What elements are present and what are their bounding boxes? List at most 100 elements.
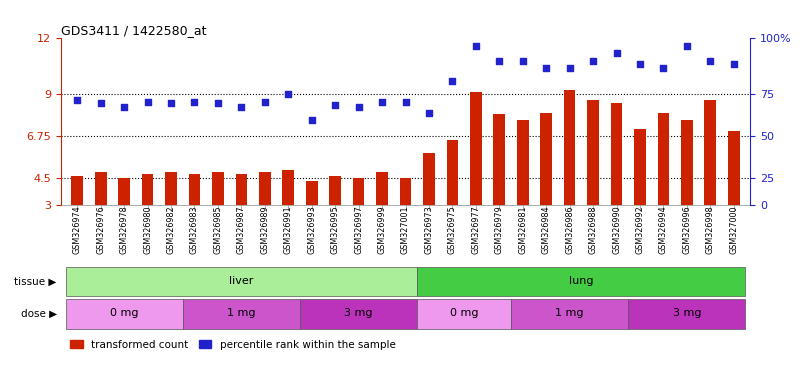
Bar <box>182 299 300 329</box>
Bar <box>564 90 576 205</box>
Bar <box>629 299 745 329</box>
Bar <box>447 141 458 205</box>
Text: dose ▶: dose ▶ <box>20 309 57 319</box>
Point <box>212 100 225 106</box>
Point <box>633 61 646 68</box>
Text: 3 mg: 3 mg <box>345 308 373 318</box>
Point <box>493 58 506 64</box>
Point <box>399 98 412 104</box>
Bar <box>235 174 247 205</box>
Text: GSM326992: GSM326992 <box>636 205 645 254</box>
Text: GSM326997: GSM326997 <box>354 205 363 254</box>
Text: GSM327001: GSM327001 <box>401 205 410 254</box>
Text: GSM326974: GSM326974 <box>73 205 82 254</box>
Bar <box>634 129 646 205</box>
Text: GSM326987: GSM326987 <box>237 205 246 254</box>
Text: GSM326983: GSM326983 <box>190 205 199 254</box>
Text: GSM326996: GSM326996 <box>682 205 691 254</box>
Point <box>71 96 84 103</box>
Bar <box>118 177 130 205</box>
Text: GSM326978: GSM326978 <box>120 205 129 254</box>
Point <box>610 50 623 56</box>
Bar <box>493 114 505 205</box>
Bar <box>417 299 511 329</box>
Point <box>375 98 388 104</box>
Bar <box>658 113 669 205</box>
Bar <box>189 174 200 205</box>
Bar <box>306 181 318 205</box>
Text: GSM326977: GSM326977 <box>471 205 480 254</box>
Text: liver: liver <box>230 276 254 286</box>
Bar <box>353 177 364 205</box>
Text: GSM326982: GSM326982 <box>166 205 175 254</box>
Bar <box>329 176 341 205</box>
Point <box>259 98 272 104</box>
Bar <box>66 299 182 329</box>
Text: GDS3411 / 1422580_at: GDS3411 / 1422580_at <box>61 24 206 37</box>
Text: lung: lung <box>569 276 594 286</box>
Bar <box>142 174 153 205</box>
Bar <box>728 131 740 205</box>
Text: 1 mg: 1 mg <box>556 308 584 318</box>
Text: 0 mg: 0 mg <box>109 308 139 318</box>
Point <box>352 104 365 110</box>
Bar <box>587 100 599 205</box>
Point <box>657 65 670 71</box>
Text: GSM326994: GSM326994 <box>659 205 668 254</box>
Text: GSM326975: GSM326975 <box>448 205 457 254</box>
Text: GSM326990: GSM326990 <box>612 205 621 254</box>
Point <box>680 43 693 49</box>
Text: tissue ▶: tissue ▶ <box>15 276 57 286</box>
Point <box>305 117 318 123</box>
Point <box>281 91 294 97</box>
Bar <box>71 176 83 205</box>
Point <box>517 58 530 64</box>
Text: GSM326979: GSM326979 <box>495 205 504 254</box>
Bar <box>511 299 629 329</box>
Text: GSM326988: GSM326988 <box>589 205 598 254</box>
Point <box>586 58 599 64</box>
Point <box>141 98 154 104</box>
Point <box>165 100 178 106</box>
Point <box>446 78 459 84</box>
Text: GSM326976: GSM326976 <box>97 205 105 254</box>
Point <box>727 61 740 68</box>
Bar <box>66 266 417 296</box>
Point <box>328 102 341 108</box>
Text: GSM326998: GSM326998 <box>706 205 714 254</box>
Text: GSM326984: GSM326984 <box>542 205 551 254</box>
Point <box>118 104 131 110</box>
Legend: transformed count, percentile rank within the sample: transformed count, percentile rank withi… <box>66 336 400 354</box>
Bar <box>611 103 622 205</box>
Text: GSM326993: GSM326993 <box>307 205 316 254</box>
Bar <box>417 266 745 296</box>
Point <box>423 109 436 116</box>
Bar <box>400 177 411 205</box>
Text: GSM326973: GSM326973 <box>424 205 433 254</box>
Point <box>470 43 483 49</box>
Bar <box>95 172 106 205</box>
Point <box>94 100 107 106</box>
Text: GSM327000: GSM327000 <box>729 205 738 254</box>
Point <box>235 104 248 110</box>
Bar <box>165 172 177 205</box>
Bar <box>681 120 693 205</box>
Bar <box>300 299 417 329</box>
Text: GSM326986: GSM326986 <box>565 205 574 254</box>
Text: GSM326995: GSM326995 <box>331 205 340 254</box>
Text: GSM326999: GSM326999 <box>378 205 387 254</box>
Point <box>563 65 576 71</box>
Point <box>188 98 201 104</box>
Bar <box>540 113 552 205</box>
Bar <box>423 154 435 205</box>
Bar <box>282 170 294 205</box>
Text: 3 mg: 3 mg <box>672 308 702 318</box>
Text: GSM326991: GSM326991 <box>284 205 293 254</box>
Bar <box>470 92 482 205</box>
Bar <box>212 172 224 205</box>
Point <box>539 65 552 71</box>
Text: GSM326981: GSM326981 <box>518 205 527 254</box>
Bar <box>517 120 529 205</box>
Bar <box>259 172 271 205</box>
Text: GSM326980: GSM326980 <box>143 205 152 254</box>
